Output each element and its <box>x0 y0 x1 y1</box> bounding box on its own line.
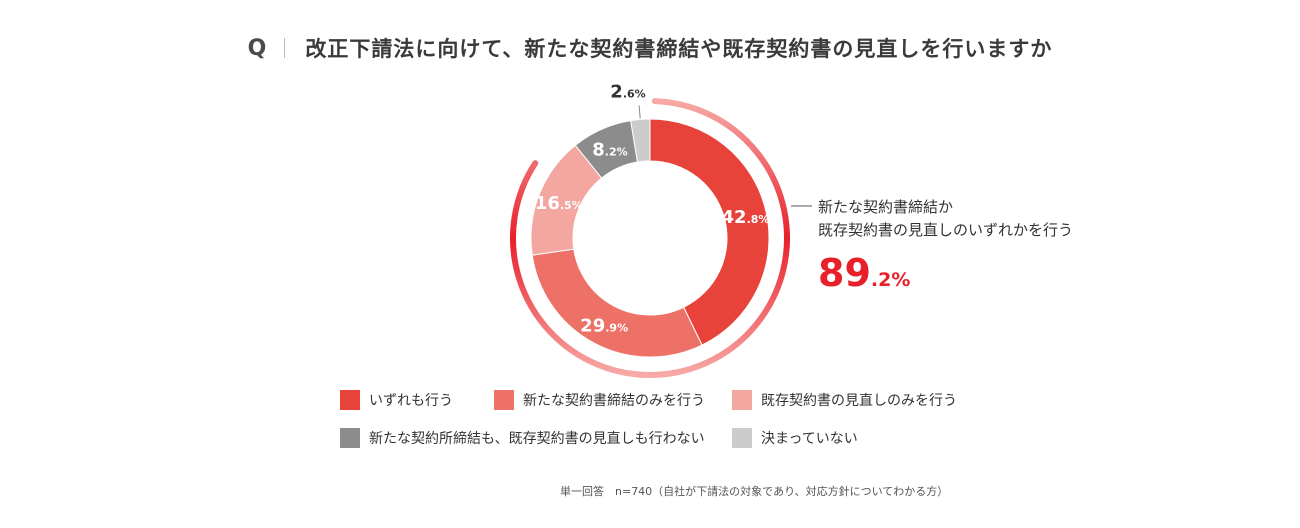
slice-all <box>649 118 770 346</box>
legend-swatch <box>732 428 752 448</box>
legend-item-new-only: 新たな契約書締結のみを行う <box>494 390 705 410</box>
legend-item-undecided: 決まっていない <box>732 428 858 448</box>
slice-value-label: 42.8% <box>722 207 770 228</box>
legend-item-neither: 新たな契約所締結も、既存契約書の見直しも行わない <box>340 428 705 448</box>
legend-swatch <box>494 390 514 410</box>
legend-label: 新たな契約書締結のみを行う <box>523 393 705 409</box>
summary-value-dec: .2% <box>871 269 910 291</box>
slice-value-label: 8.2% <box>592 140 627 161</box>
summary-label-line2: 既存契約書の見直しのいずれかを行う <box>818 221 1073 239</box>
summary-arc <box>510 98 790 378</box>
legend-label: 決まっていない <box>761 431 858 447</box>
donut-slices <box>530 118 770 358</box>
title-divider <box>284 38 286 58</box>
slice-undecided <box>630 118 651 163</box>
slice-value-label: 2.6% <box>610 81 645 102</box>
summary-value-int: 89 <box>818 251 871 295</box>
slice-undecided-leader-line <box>638 105 641 119</box>
slice-value-label: 29.9% <box>580 316 628 337</box>
summary-value: 89.2% <box>818 251 910 295</box>
legend-swatch <box>340 390 360 410</box>
legend-label: 新たな契約所締結も、既存契約書の見直しも行わない <box>369 431 705 447</box>
slice-new-only <box>531 248 703 358</box>
summary-label-line1: 新たな契約書締結か <box>818 198 953 216</box>
legend-item-all: いずれも行う <box>340 390 453 410</box>
legend-swatch <box>732 390 752 410</box>
legend-swatch <box>340 428 360 448</box>
slice-value-labels: 42.8% 29.9% 16.5% 8.2% 2.6% <box>535 81 770 336</box>
question-title: 改正下請法に向けて、新たな契約書締結や既存契約書の見直しを行いますか <box>305 37 1053 61</box>
question-header: Q 改正下請法に向けて、新たな契約書締結や既存契約書の見直しを行いますか <box>0 28 1300 68</box>
slice-value-label: 16.5% <box>535 193 583 214</box>
summary-arcs <box>510 98 790 378</box>
summary-callout: 新たな契約書締結か 既存契約書の見直しのいずれかを行う 89.2% <box>791 198 1073 295</box>
question-mark: Q <box>247 35 267 61</box>
legend-label: 既存契約書の見直しのみを行う <box>761 393 957 409</box>
legend-item-review-only: 既存契約書の見直しのみを行う <box>732 390 957 410</box>
survey-note: 単一回答 n=740（自社が下請法の対象であり、対応方針についてわかる方） <box>560 485 949 498</box>
legend-label: いずれも行う <box>369 393 453 409</box>
